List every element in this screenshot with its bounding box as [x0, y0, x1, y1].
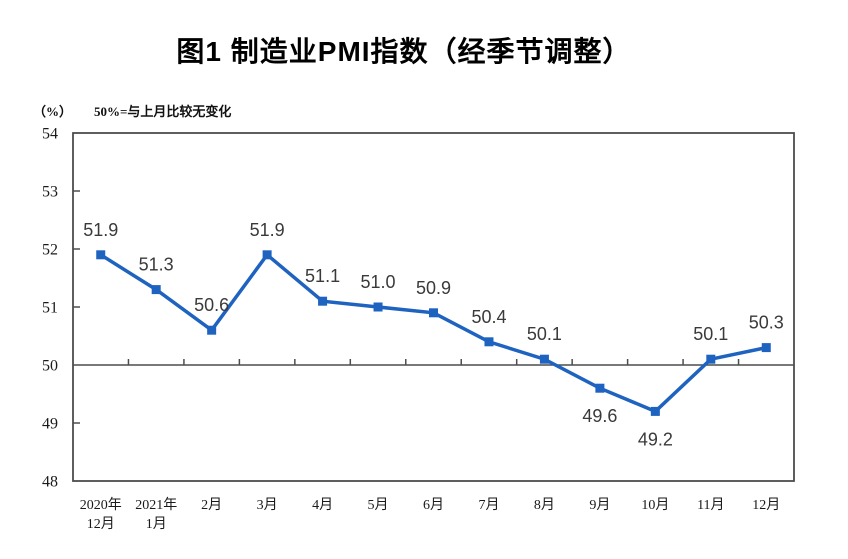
data-point-marker [706, 354, 716, 364]
subtitle-row: （%） 50%=与上月比较无变化 [33, 101, 231, 120]
y-tick-label: 54 [42, 126, 58, 143]
data-point-marker [96, 250, 106, 260]
data-point-marker [484, 337, 494, 347]
data-point-marker [373, 302, 383, 312]
data-point-label: 51.9 [250, 220, 285, 240]
x-tick-label: 8月 [534, 497, 555, 513]
data-point-label: 51.3 [139, 255, 174, 275]
x-tick-label: 10月 [641, 497, 669, 513]
x-tick-label: 3月 [257, 497, 278, 513]
y-tick-label: 49 [42, 416, 58, 433]
data-point-label: 50.9 [416, 278, 451, 298]
data-point-marker [318, 296, 328, 306]
x-tick-label: 9月 [589, 497, 610, 513]
figure-title: 图1 制造业PMI指数（经季节调整） [176, 36, 632, 67]
x-tick-label: 1月 [146, 516, 167, 532]
data-point-marker [207, 325, 217, 335]
data-point-marker [429, 308, 438, 318]
data-point-marker [761, 343, 771, 353]
data-point-label: 50.1 [527, 324, 562, 344]
data-point-marker [151, 285, 161, 295]
y-tick-label: 50 [42, 358, 58, 375]
data-point-label: 49.2 [638, 429, 673, 449]
x-tick-label: 2020年 [80, 497, 122, 513]
data-point-label: 49.6 [582, 406, 617, 426]
data-point-marker [650, 406, 660, 416]
data-point-label: 51.0 [361, 272, 396, 292]
y-tick-label: 53 [42, 184, 58, 201]
x-tick-label: 11月 [697, 497, 724, 513]
x-tick-label: 12月 [752, 497, 780, 513]
y-axis-unit-label: （%） [33, 104, 73, 119]
y-tick-label: 52 [42, 242, 58, 259]
data-point-label: 50.6 [194, 295, 229, 315]
x-tick-label: 6月 [423, 497, 444, 513]
data-point-label: 50.4 [471, 307, 506, 327]
data-point-marker [262, 250, 272, 260]
y-tick-label: 48 [42, 474, 58, 491]
x-tick-label: 2021年 [135, 497, 177, 513]
x-tick-label: 4月 [312, 497, 333, 513]
x-tick-label: 2月 [201, 497, 222, 513]
data-point-label: 51.1 [305, 266, 340, 286]
data-point-marker [539, 354, 549, 364]
data-point-marker [595, 383, 605, 393]
x-tick-label: 5月 [368, 497, 389, 513]
y-tick-label: 51 [42, 300, 58, 317]
x-tick-label: 12月 [87, 516, 115, 532]
data-point-label: 50.1 [693, 324, 728, 344]
data-point-label: 50.3 [749, 313, 784, 333]
data-point-label: 51.9 [83, 220, 118, 240]
reference-note: 50%=与上月比较无变化 [94, 104, 232, 119]
x-tick-label: 7月 [478, 497, 499, 513]
